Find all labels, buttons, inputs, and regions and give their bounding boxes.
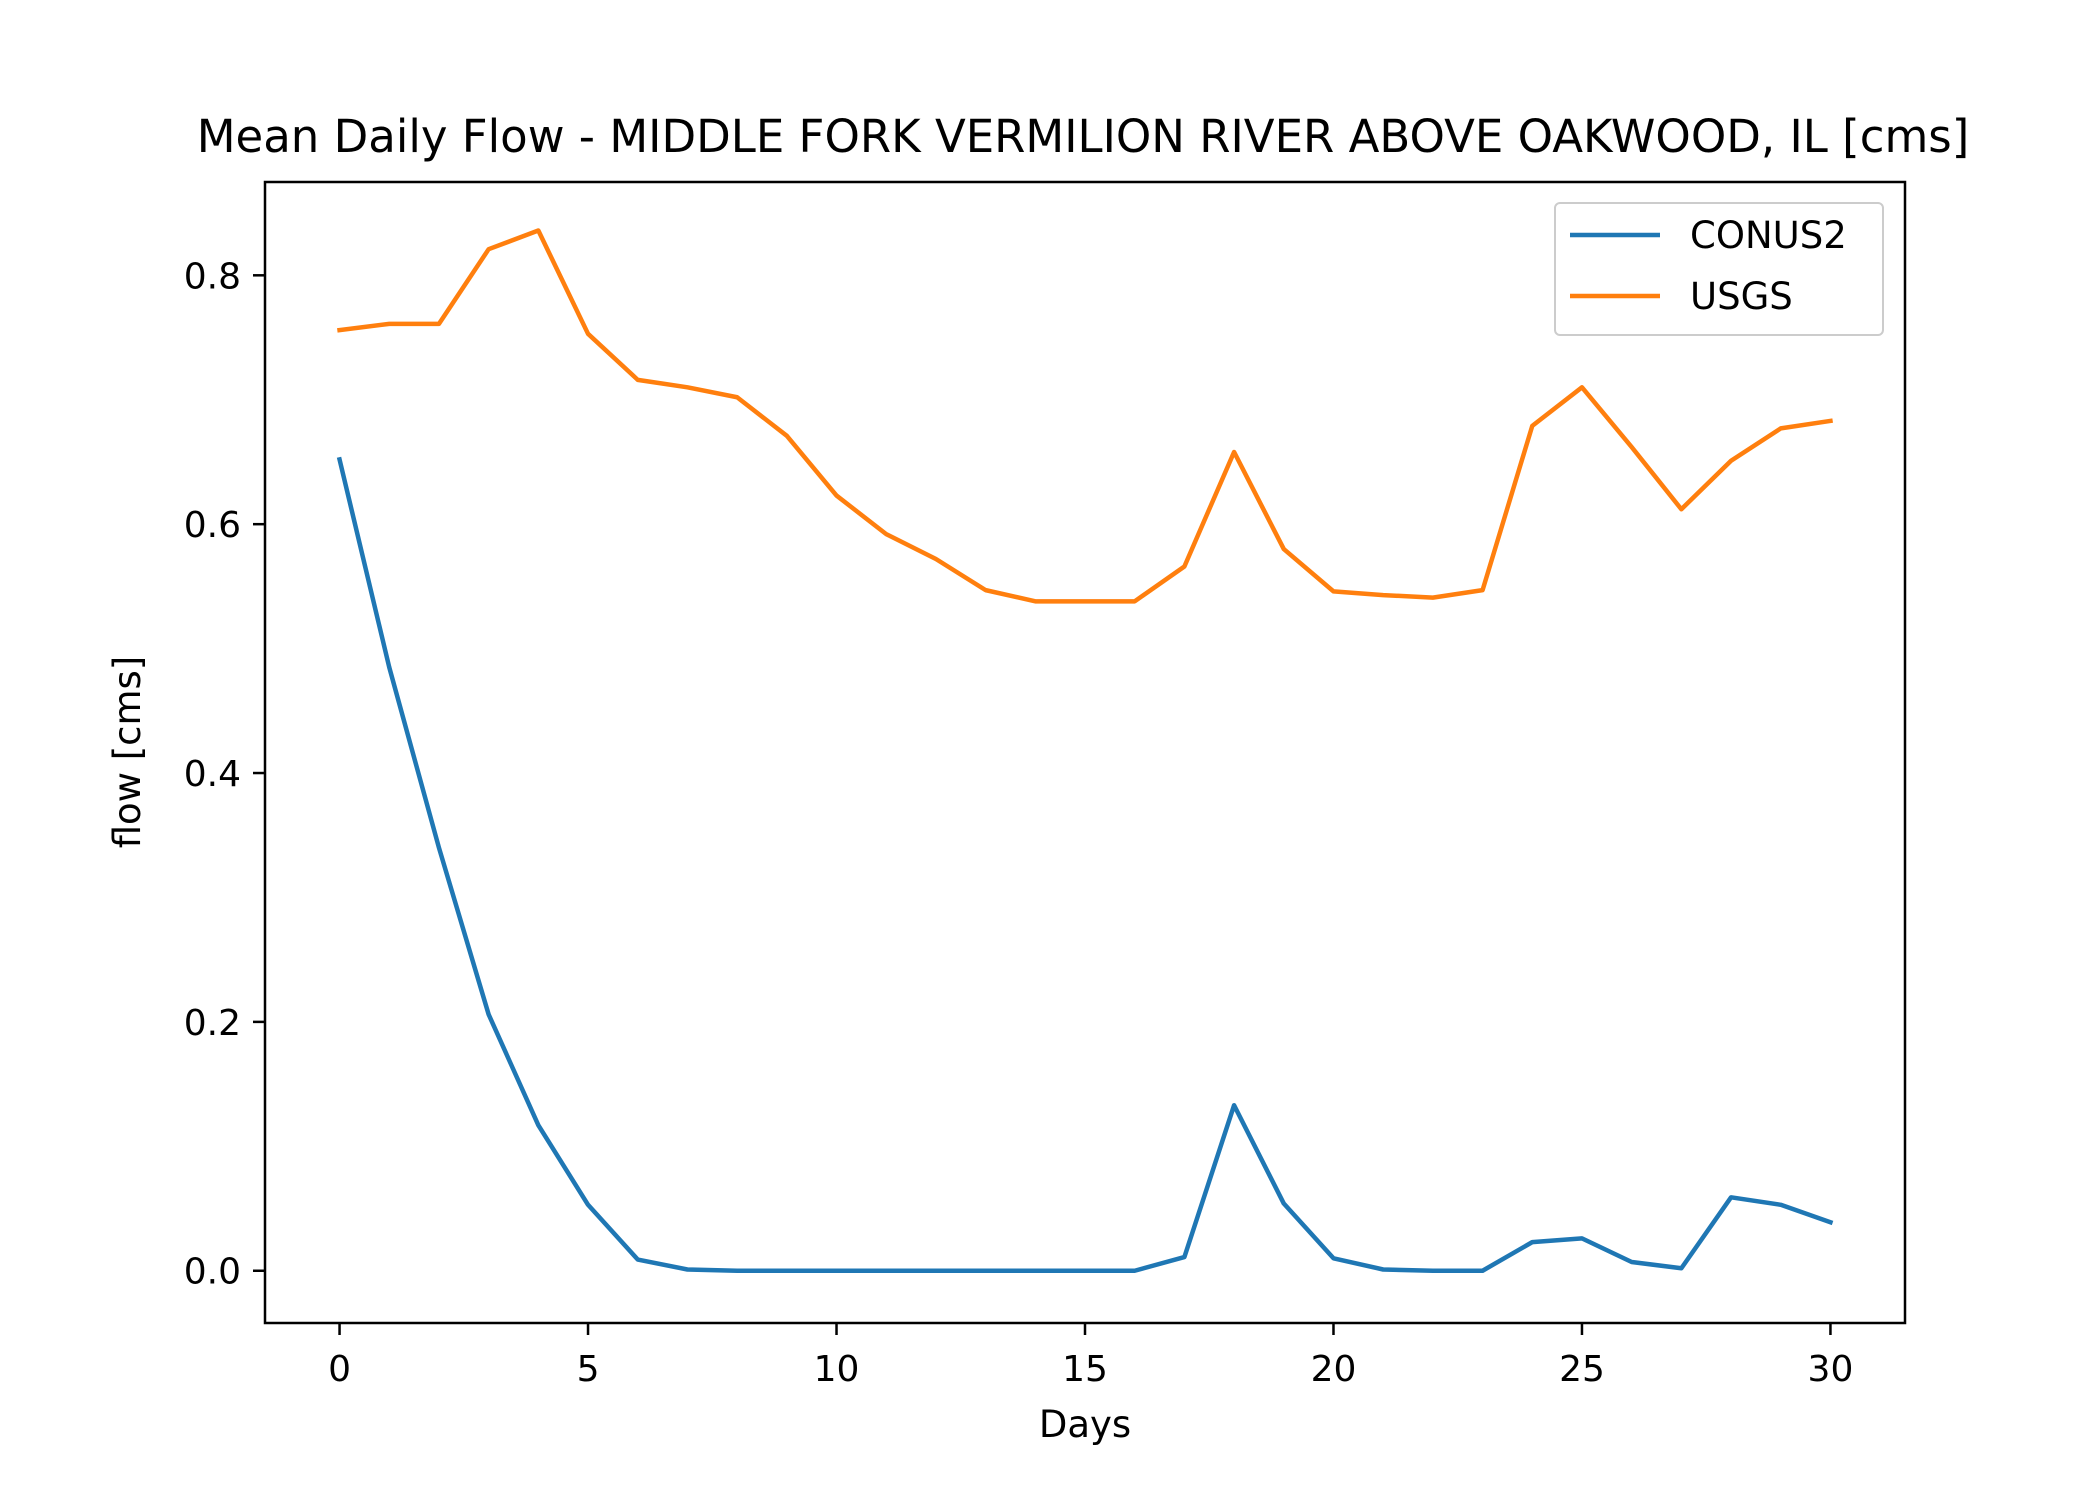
legend: CONUS2 USGS	[1554, 202, 1884, 336]
y-axis-label: flow [cms]	[106, 656, 149, 849]
y-tick-label: 0.0	[184, 1252, 241, 1293]
legend-label-conus2: CONUS2	[1690, 214, 1847, 257]
y-tick-label: 0.4	[184, 754, 241, 795]
x-tick-label: 0	[328, 1349, 351, 1390]
x-axis-ticks: 0 5 10 15 20 25 30	[328, 1323, 1853, 1390]
x-tick-label: 5	[577, 1349, 600, 1390]
x-tick-label: 25	[1559, 1349, 1605, 1390]
y-tick-label: 0.2	[184, 1003, 241, 1044]
series-layer	[336, 228, 1834, 1273]
x-tick-label: 30	[1808, 1349, 1854, 1390]
y-axis-ticks: 0.0 0.2 0.4 0.6 0.8	[184, 256, 265, 1293]
x-tick-label: 15	[1062, 1349, 1108, 1390]
chart-title: Mean Daily Flow - MIDDLE FORK VERMILION …	[197, 110, 1970, 163]
legend-label-usgs: USGS	[1690, 275, 1793, 318]
y-tick-label: 0.6	[184, 505, 241, 546]
x-tick-label: 10	[814, 1349, 860, 1390]
x-tick-label: 20	[1311, 1349, 1357, 1390]
y-tick-label: 0.8	[184, 256, 241, 297]
series-line-conus2	[336, 456, 1834, 1273]
series-line-usgs	[337, 228, 1834, 604]
x-axis-label: Days	[1039, 1403, 1131, 1446]
